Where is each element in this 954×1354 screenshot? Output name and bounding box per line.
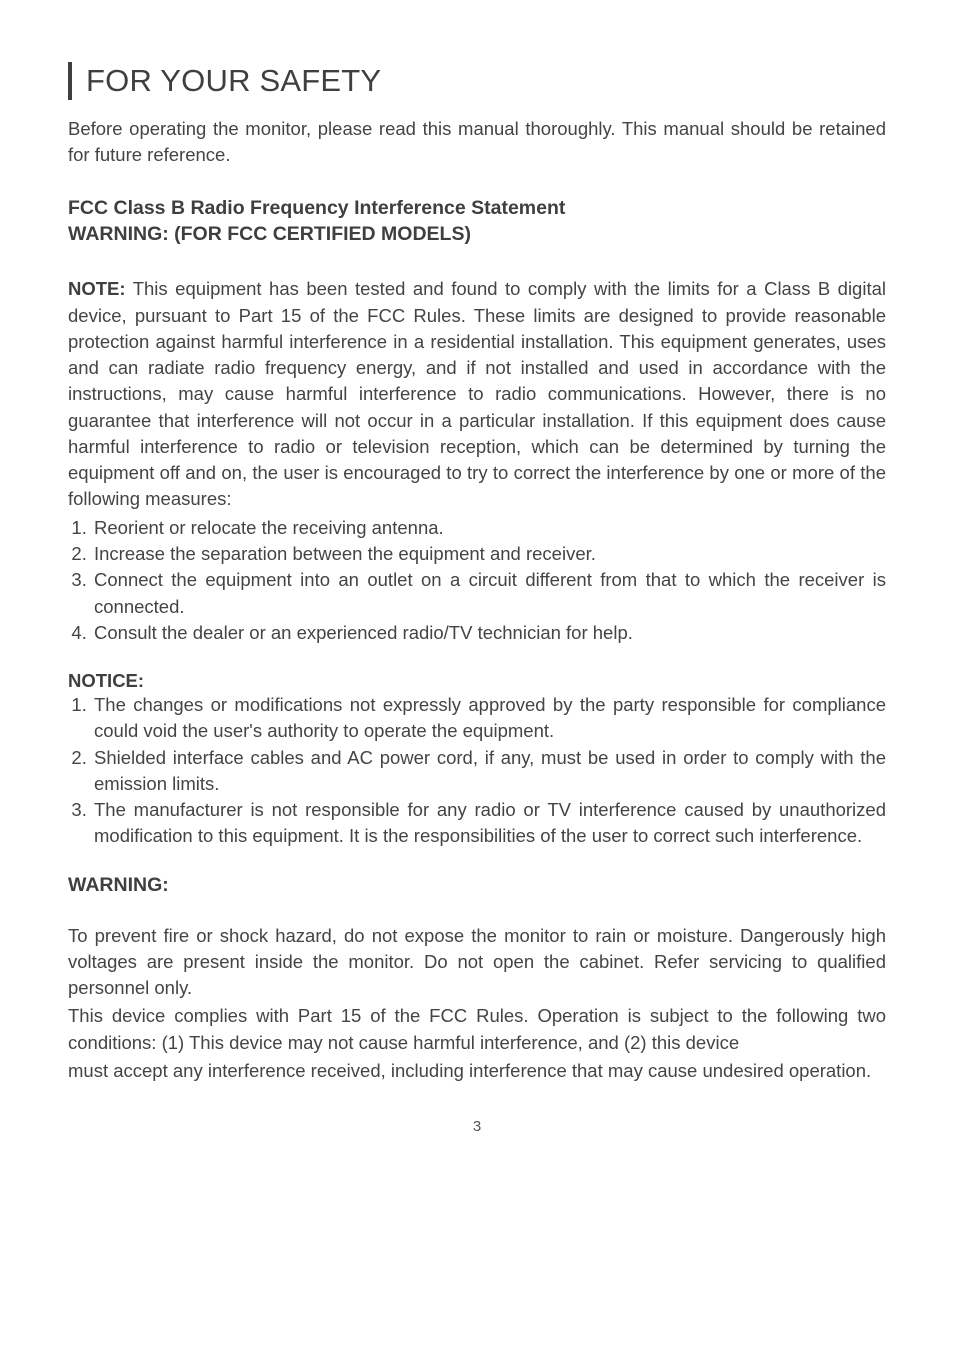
manual-page: FOR YOUR SAFETY Before operating the mon… xyxy=(0,0,954,1175)
warning-label: WARNING: xyxy=(68,874,886,897)
subhead-line-1: FCC Class B Radio Frequency Interference… xyxy=(68,197,565,219)
measures-list: Reorient or relocate the receiving anten… xyxy=(68,515,886,646)
warning-paragraph-1: To prevent fire or shock hazard, do not … xyxy=(68,923,886,1002)
note-label: NOTE: xyxy=(68,278,126,299)
notice-label: NOTICE: xyxy=(68,670,886,692)
title-accent-bar xyxy=(68,62,72,100)
list-item: The manufacturer is not responsible for … xyxy=(92,797,886,850)
list-item: The changes or modifications not express… xyxy=(92,692,886,745)
note-paragraph: NOTE: This equipment has been tested and… xyxy=(68,276,886,512)
warning-paragraph-2: This device complies with Part 15 of the… xyxy=(68,1003,886,1056)
warning-paragraph-3: must accept any interference received, i… xyxy=(68,1058,886,1084)
list-item: Connect the equipment into an outlet on … xyxy=(92,567,886,620)
intro-paragraph: Before operating the monitor, please rea… xyxy=(68,116,886,169)
section-title: FOR YOUR SAFETY xyxy=(86,63,381,99)
list-item: Consult the dealer or an experienced rad… xyxy=(92,620,886,646)
subhead-line-2: WARNING: (FOR FCC CERTIFIED MODELS) xyxy=(68,223,471,245)
note-body: This equipment has been tested and found… xyxy=(68,278,886,509)
list-item: Reorient or relocate the receiving anten… xyxy=(92,515,886,541)
fcc-subheading: FCC Class B Radio Frequency Interference… xyxy=(68,195,886,249)
page-number: 3 xyxy=(68,1118,886,1135)
list-item: Increase the separation between the equi… xyxy=(92,541,886,567)
section-title-row: FOR YOUR SAFETY xyxy=(68,62,886,100)
notice-list: The changes or modifications not express… xyxy=(68,692,886,850)
list-item: Shielded interface cables and AC power c… xyxy=(92,745,886,798)
